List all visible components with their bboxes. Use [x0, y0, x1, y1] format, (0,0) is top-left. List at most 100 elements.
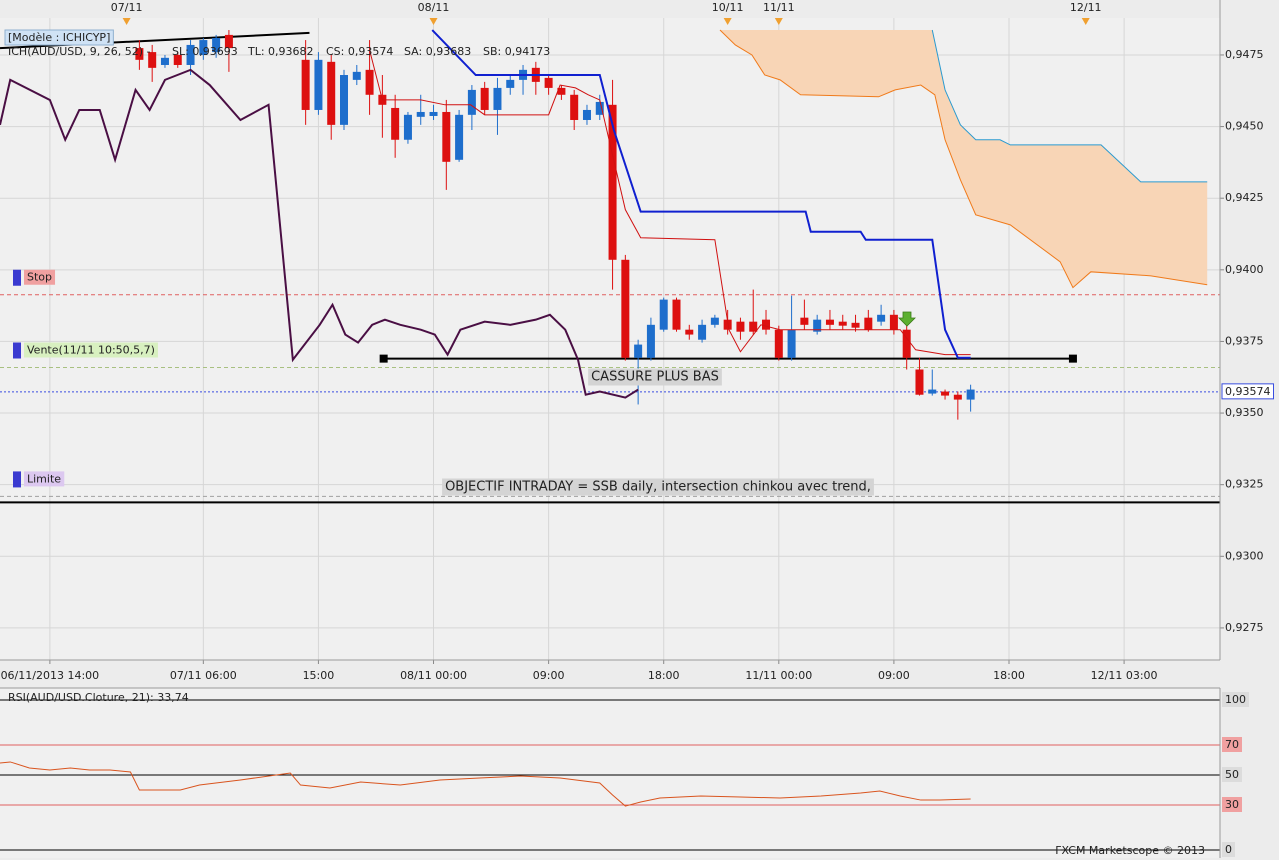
trend-handle	[1068, 354, 1077, 363]
date-marker	[723, 18, 732, 25]
candle-body	[570, 94, 579, 120]
label-box	[1221, 383, 1274, 400]
candle-body	[480, 87, 489, 110]
y-tick-label: 0,9475	[1225, 48, 1264, 61]
candle-body	[966, 389, 975, 400]
date-marker-label: 11/11	[763, 1, 795, 14]
x-tick-label: 09:00	[878, 669, 910, 682]
candle-body	[736, 321, 745, 332]
legend-entry: TL: 0,93682	[247, 45, 314, 58]
legend-entry: SB: 0,94173	[483, 45, 550, 58]
label-box	[1222, 692, 1249, 708]
date-marker-label: 12/11	[1070, 1, 1102, 14]
candle-body	[646, 324, 655, 358]
label-box	[1222, 797, 1242, 813]
y-tick-label: 0,9375	[1225, 334, 1264, 347]
y-tick-label: 0,9400	[1225, 263, 1264, 276]
footer: FXCM Marketscope © 2013	[1055, 844, 1205, 857]
candle-body	[352, 71, 361, 80]
label-box	[1222, 842, 1235, 858]
y-tick-label: 0	[1225, 843, 1232, 856]
legend-entry: CS: 0,93574	[326, 45, 393, 58]
candle-body	[224, 34, 233, 49]
trend-handle	[379, 354, 388, 363]
candle-body	[787, 329, 796, 358]
candle-body	[851, 322, 860, 328]
candle-body	[199, 40, 208, 55]
label-box	[588, 368, 722, 386]
y-tick-label: 0,9325	[1225, 478, 1264, 491]
rsi-line	[0, 761, 971, 807]
candle-body	[365, 69, 374, 95]
label-box	[1222, 737, 1242, 753]
indicator-line	[431, 29, 971, 359]
candle-body	[212, 38, 221, 53]
y-tick-label: 70	[1225, 738, 1239, 751]
candle-body	[825, 319, 834, 325]
candle-body	[762, 319, 771, 330]
candle-body	[685, 329, 694, 335]
candle-body	[544, 77, 553, 88]
y-tick-label: 0,9300	[1225, 549, 1264, 562]
level-handle	[13, 342, 21, 359]
y-tick-label: 0,9350	[1225, 406, 1264, 419]
y-tick-label: 0,9450	[1225, 120, 1264, 133]
y-tick-label: 50	[1225, 768, 1239, 781]
candle-body	[864, 317, 873, 330]
label-box	[4, 29, 114, 46]
candle-body	[838, 321, 847, 326]
x-tick-label: 07/11 06:00	[170, 669, 237, 682]
candle-body	[582, 109, 591, 120]
y-tick-label: 0,9275	[1225, 621, 1264, 634]
candle-body	[557, 87, 566, 95]
cloud-layer	[0, 30, 1220, 497]
candle-body	[889, 314, 898, 330]
candle-body	[659, 299, 668, 330]
marks-layer	[0, 29, 1220, 807]
candle-body	[467, 89, 476, 115]
legend-entry: SA: 0,93683	[404, 45, 471, 58]
candle-body	[416, 111, 425, 117]
x-tick-label: 15:00	[303, 669, 335, 682]
trend-line	[0, 31, 310, 50]
label-box	[1222, 767, 1242, 783]
candle-body	[442, 111, 451, 162]
candle-body	[749, 321, 758, 332]
candle-body	[902, 329, 911, 358]
x-tick-label: 09:00	[533, 669, 565, 682]
candle-body	[340, 75, 349, 125]
candle-body	[953, 394, 962, 400]
date-marker-label: 07/11	[111, 1, 143, 14]
annotation: CASSURE PLUS BAS	[591, 370, 719, 385]
level-label: Limite	[27, 472, 61, 485]
level-label: Stop	[27, 271, 52, 284]
candle-body	[941, 391, 950, 396]
label-box	[24, 269, 56, 285]
level-handle	[13, 269, 21, 286]
level-handle	[13, 471, 21, 488]
date-marker	[122, 18, 131, 25]
label-box	[24, 342, 158, 358]
candle-body	[148, 52, 157, 68]
candle-body	[634, 344, 643, 358]
indicator-line	[931, 29, 1208, 183]
current-price-label: 0,93574	[1225, 385, 1271, 398]
date-marker	[429, 18, 438, 25]
indicator-line	[369, 49, 971, 356]
label-box	[442, 478, 874, 496]
kumo-cloud	[719, 30, 1208, 288]
date-marker-label: 10/11	[712, 1, 744, 14]
indicator-line	[719, 29, 1208, 289]
y-tick-label: 100	[1225, 693, 1246, 706]
indicator-line	[0, 68, 639, 399]
candle-body	[429, 111, 438, 116]
rsi-title: RSI(AUD/USD.Cloture, 21): 33,74	[8, 691, 189, 704]
date-marker	[774, 18, 783, 25]
y-tick-label: 0,9425	[1225, 191, 1264, 204]
candle-body	[455, 114, 464, 160]
candle-body	[621, 259, 630, 358]
sell-signal-arrow	[898, 311, 916, 327]
candle-body	[698, 324, 707, 340]
y-tick-label: 30	[1225, 798, 1239, 811]
